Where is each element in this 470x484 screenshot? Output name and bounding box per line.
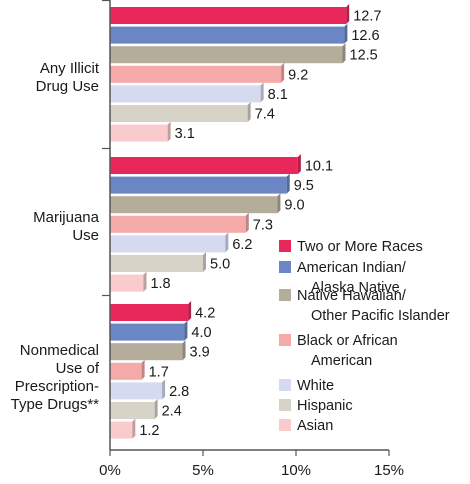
value-label-2-0: 4.2 [195,306,215,322]
value-label-0-4: 8.1 [268,87,288,103]
category-label-2-3: Type Drugs** [11,396,100,413]
bar-side-2-3 [141,359,145,380]
value-label-0-3: 9.2 [288,67,308,83]
legend-label-6-0: Asian [297,418,333,434]
bar-1-0 [110,157,298,174]
bar-0-3 [110,65,282,83]
bar-0-2 [110,46,343,64]
bar-side-2-2 [182,340,186,361]
value-label-2-5: 2.4 [162,404,182,420]
value-label-1-5: 5.0 [210,257,230,273]
legend-label-2-0: Native Hawaiian/ [297,288,407,304]
value-label-1-0: 10.1 [305,159,333,175]
category-label-1-0: Marijuana [33,209,100,226]
bar-side-0-4 [260,82,264,103]
bar-0-1 [110,26,345,44]
bar-side-1-5 [203,252,206,272]
legend-label-4-0: White [297,378,334,394]
legend-swatch-2 [279,289,291,301]
x-tick-label-0: 0% [99,462,121,479]
category-label-2-0: Nonmedical [20,342,99,359]
bar-side-2-0 [188,301,192,321]
bar-1-2 [110,196,278,214]
bar-2-2 [110,343,183,361]
bar-side-0-1 [344,23,348,44]
value-label-1-4: 6.2 [232,237,252,253]
category-label-2-2: Prescription- [15,378,99,395]
bar-side-2-1 [184,320,188,341]
legend-label-3-0: Black or African [297,333,398,349]
bar-side-1-0 [297,154,301,174]
bar-side-0-6 [167,121,171,142]
bar-side-1-2 [277,193,281,214]
legend-swatch-6 [279,419,291,431]
legend-label-1-0: American Indian/ [297,260,407,276]
bar-side-0-3 [281,62,285,83]
value-label-0-2: 12.5 [350,48,378,64]
legend-label-3-1: American [311,353,372,369]
legend-swatch-0 [279,240,291,252]
bar-side-2-6 [132,418,136,439]
value-label-1-1: 9.5 [294,178,314,194]
value-label-0-5: 7.4 [255,107,275,123]
bar-1-1 [110,176,287,194]
bar-side-2-5 [154,399,158,419]
legend-label-2-1: Other Pacific Islander [311,308,450,324]
bar-side-0-0 [346,4,350,24]
labels-layer: 12.7 12.6 12.5 9.28.1 7.4 3.1 10.1 9.5 9.0 7.36.2… [11,9,382,440]
bar-side-1-1 [286,173,290,194]
bar-1-5 [110,255,203,272]
bar-side-0-5 [247,102,251,122]
category-label-1-1: Use [72,227,99,244]
bar-2-1 [110,323,185,341]
category-label-0-1: Drug Use [36,78,99,95]
value-label-0-0: 12.7 [353,9,381,25]
legend-swatch-4 [279,379,291,391]
x-tick-label-2: 10% [281,462,311,479]
bar-1-4 [110,235,226,253]
category-label-0-0: Any Illicit [40,60,100,77]
bar-side-0-2 [342,43,346,64]
bar-2-6 [110,421,133,439]
value-label-1-3: 7.3 [253,217,273,233]
value-label-1-6: 1.8 [150,276,170,292]
value-label-2-6: 1.2 [139,423,159,439]
bar-side-1-4 [225,232,229,253]
category-label-2-1: Use of [56,360,100,377]
bar-2-5 [110,402,155,419]
bar-side-2-4 [162,379,166,400]
value-label-2-2: 3.9 [190,345,210,361]
value-label-2-3: 1.7 [149,364,169,380]
value-label-2-1: 4.0 [191,325,211,341]
legend-swatch-5 [279,399,291,411]
legend-label-0-0: Two or More Races [297,239,423,255]
bar-2-4 [110,382,163,400]
bar-2-3 [110,362,142,380]
bar-0-4 [110,85,261,103]
legend-label-1-1: Alaska Native [311,280,400,296]
legend-swatch-1 [279,261,291,273]
x-tick-label-3: 15% [374,462,404,479]
bar-1-6 [110,274,144,292]
value-label-0-1: 12.6 [351,28,379,44]
axis-layer: 0% 5% 10% 15% [99,0,404,479]
legend-label-5-0: Hispanic [297,398,353,414]
value-label-1-2: 9.0 [284,198,304,214]
legend-swatch-3 [279,334,291,346]
bar-side-1-3 [245,212,249,233]
bar-0-0 [110,7,347,24]
bar-0-6 [110,124,168,142]
bar-0-5 [110,105,248,122]
value-label-0-6: 3.1 [175,126,195,142]
value-label-2-4: 2.8 [169,384,189,400]
bar-side-1-6 [143,271,147,292]
bars-layer [110,4,350,439]
bar-2-0 [110,304,189,321]
x-tick-label-1: 5% [192,462,214,479]
legend: Two or More Races American Indian/Alaska … [279,239,450,434]
bar-1-3 [110,215,246,233]
